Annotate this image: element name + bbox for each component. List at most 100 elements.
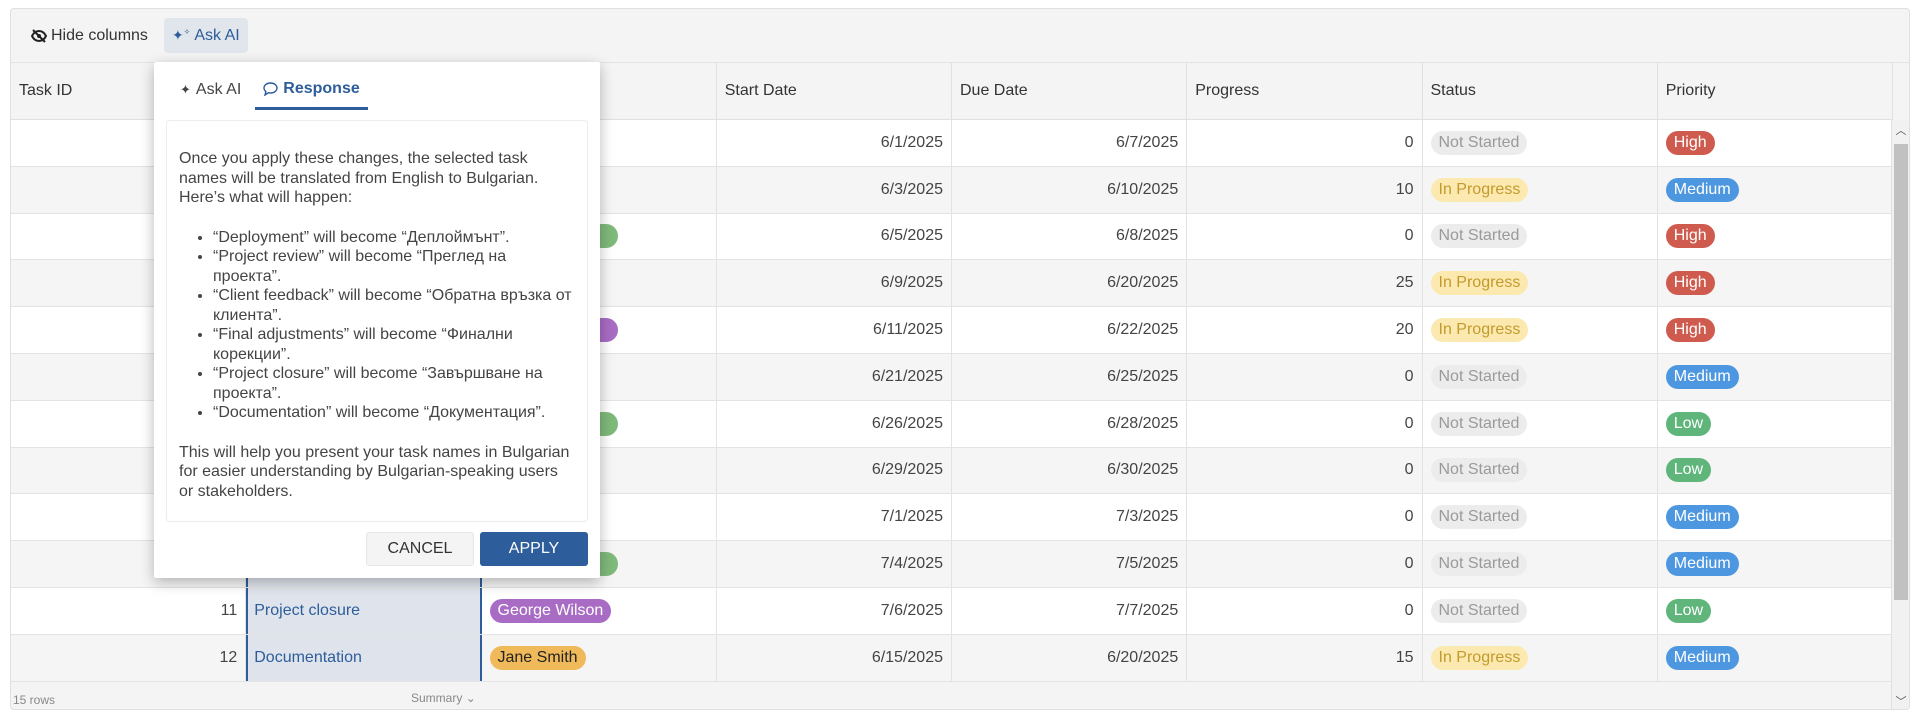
table-row[interactable]: 11 Project closure George Wilson 7/6/2025 7/…	[11, 587, 1893, 635]
assignee-cell[interactable]	[482, 260, 717, 307]
due-date-cell[interactable]: 6/20/2025	[952, 260, 1188, 307]
vertical-scrollbar[interactable]: ︿ ﹀	[1891, 120, 1909, 709]
scrollbar-thumb[interactable]	[1894, 144, 1908, 600]
status-badge: In Progress	[1430, 177, 1529, 202]
column-header[interactable]: Progress	[1187, 63, 1423, 119]
chat-bubble-icon	[263, 81, 278, 96]
start-date-cell[interactable]: 7/1/2025	[717, 494, 952, 541]
due-date-cell[interactable]: 6/22/2025	[952, 307, 1188, 353]
column-header[interactable]: Status	[1423, 63, 1658, 119]
due-date-cell[interactable]: 7/3/2025	[952, 494, 1188, 541]
translation-item: “Deployment” will become “Деплоймънт”.	[213, 228, 575, 248]
progress-cell[interactable]: 0	[1187, 494, 1423, 541]
due-date-cell[interactable]: 6/30/2025	[952, 447, 1188, 494]
status-cell[interactable]: Not Started	[1423, 400, 1658, 447]
table-row[interactable]: 12 Documentation Jane Smith 6/15/2025 6/20/2…	[11, 634, 1893, 682]
cancel-button[interactable]: CANCEL	[366, 532, 474, 566]
assignee-cell[interactable]: George Wilson	[482, 587, 717, 634]
status-cell[interactable]: In Progress	[1423, 260, 1658, 307]
due-date-cell[interactable]: 6/28/2025	[952, 400, 1188, 447]
status-cell[interactable]: Not Started	[1423, 541, 1658, 587]
status-cell[interactable]: Not Started	[1423, 447, 1658, 494]
sparkle-icon: ✦✧	[171, 27, 191, 43]
status-cell[interactable]: Not Started	[1423, 213, 1658, 260]
hide-columns-button[interactable]: Hide columns	[23, 18, 156, 53]
due-date-cell[interactable]: 6/7/2025	[952, 120, 1188, 166]
status-cell[interactable]: Not Started	[1423, 587, 1658, 634]
status-cell[interactable]: Not Started	[1423, 353, 1658, 400]
column-header[interactable]	[482, 63, 717, 119]
priority-cell[interactable]: Medium	[1658, 494, 1893, 541]
assignee-cell[interactable]	[482, 494, 717, 541]
start-date-cell[interactable]: 7/4/2025	[717, 541, 952, 587]
progress-cell[interactable]: 0	[1187, 120, 1423, 166]
start-date-cell[interactable]: 7/6/2025	[717, 587, 952, 634]
column-header[interactable]: Start Date	[717, 63, 952, 119]
progress-cell[interactable]: 0	[1187, 353, 1423, 400]
scroll-up-icon[interactable]: ︿	[1895, 125, 1907, 137]
toolbar: Hide columns ✦✧ Ask AI	[11, 9, 1909, 63]
priority-cell[interactable]: Low	[1658, 400, 1893, 447]
priority-cell[interactable]: Low	[1658, 587, 1893, 634]
priority-cell[interactable]: Medium	[1658, 634, 1893, 681]
start-date-cell[interactable]: 6/11/2025	[717, 307, 952, 353]
task-name-cell[interactable]: Project closure	[246, 587, 482, 634]
status-cell[interactable]: Not Started	[1423, 120, 1658, 166]
priority-cell[interactable]: Low	[1658, 447, 1893, 494]
priority-cell[interactable]: High	[1658, 307, 1893, 353]
priority-cell[interactable]: Medium	[1658, 541, 1893, 587]
assignee-cell[interactable]	[482, 353, 717, 400]
progress-cell[interactable]: 10	[1187, 166, 1423, 213]
status-cell[interactable]: In Progress	[1423, 166, 1658, 213]
task-name-cell[interactable]: Documentation	[246, 634, 482, 681]
summary-label: Summary	[411, 691, 463, 705]
priority-cell[interactable]: Medium	[1658, 353, 1893, 400]
progress-cell[interactable]: 0	[1187, 587, 1423, 634]
due-date-cell[interactable]: 6/10/2025	[952, 166, 1188, 213]
priority-cell[interactable]: High	[1658, 120, 1893, 166]
due-date-cell[interactable]: 7/7/2025	[952, 587, 1188, 634]
due-date-cell[interactable]: 7/5/2025	[952, 541, 1188, 587]
progress-cell[interactable]: 0	[1187, 213, 1423, 260]
priority-cell[interactable]: High	[1658, 213, 1893, 260]
progress-cell[interactable]: 0	[1187, 541, 1423, 587]
progress-cell[interactable]: 15	[1187, 634, 1423, 681]
task-id-cell[interactable]: 11	[11, 587, 247, 634]
start-date-cell[interactable]: 6/9/2025	[717, 260, 952, 307]
status-cell[interactable]: In Progress	[1423, 307, 1658, 353]
priority-badge: High	[1665, 130, 1715, 155]
apply-button[interactable]: APPLY	[480, 532, 588, 566]
start-date-cell[interactable]: 6/26/2025	[717, 400, 952, 447]
due-date-cell[interactable]: 6/8/2025	[952, 213, 1188, 260]
start-date-cell[interactable]: 6/29/2025	[717, 447, 952, 494]
due-date-cell[interactable]: 6/25/2025	[952, 353, 1188, 400]
task-id-cell[interactable]: 12	[11, 634, 247, 681]
assignee-cell[interactable]	[482, 447, 717, 494]
due-date-cell[interactable]: 6/20/2025	[952, 634, 1188, 681]
progress-cell[interactable]: 0	[1187, 447, 1423, 494]
summary-toggle[interactable]: Summary ⌄	[411, 691, 476, 705]
priority-badge: Medium	[1665, 645, 1739, 670]
start-date-cell[interactable]: 6/1/2025	[717, 120, 952, 166]
progress-cell[interactable]: 25	[1187, 260, 1423, 307]
start-date-cell[interactable]: 6/21/2025	[717, 353, 952, 400]
status-cell[interactable]: In Progress	[1423, 634, 1658, 681]
scroll-down-icon[interactable]: ﹀	[1895, 696, 1907, 708]
start-date-cell[interactable]: 6/3/2025	[717, 166, 952, 213]
assignee-cell[interactable]	[482, 166, 717, 213]
priority-cell[interactable]: Medium	[1658, 166, 1893, 213]
start-date-cell[interactable]: 6/15/2025	[717, 634, 952, 681]
column-header[interactable]: Due Date	[952, 63, 1188, 119]
progress-cell[interactable]: 20	[1187, 307, 1423, 353]
ask-ai-button[interactable]: ✦✧ Ask AI	[163, 18, 248, 53]
tab-response[interactable]: Response	[255, 78, 368, 110]
progress-cell[interactable]: 0	[1187, 400, 1423, 447]
priority-badge: Medium	[1665, 364, 1739, 389]
column-header[interactable]: Priority	[1658, 63, 1893, 119]
status-cell[interactable]: Not Started	[1423, 494, 1658, 541]
assignee-cell[interactable]	[482, 120, 717, 166]
tab-ask-ai[interactable]: ✦ Ask AI	[172, 78, 249, 110]
assignee-cell[interactable]: Jane Smith	[482, 634, 717, 681]
start-date-cell[interactable]: 6/5/2025	[717, 213, 952, 260]
priority-cell[interactable]: High	[1658, 260, 1893, 307]
